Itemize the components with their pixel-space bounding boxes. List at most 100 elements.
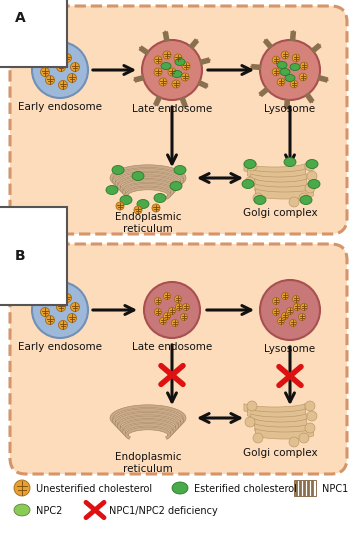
Circle shape: [182, 304, 190, 311]
Circle shape: [172, 80, 180, 88]
Ellipse shape: [161, 63, 171, 69]
Circle shape: [300, 62, 308, 70]
Text: NPC1: NPC1: [322, 484, 348, 494]
Circle shape: [272, 309, 280, 316]
Circle shape: [174, 54, 182, 62]
Circle shape: [51, 289, 60, 299]
Ellipse shape: [285, 74, 295, 81]
Ellipse shape: [172, 70, 182, 78]
Circle shape: [196, 39, 198, 41]
Circle shape: [144, 282, 200, 338]
Circle shape: [305, 401, 315, 411]
Ellipse shape: [137, 200, 149, 208]
Circle shape: [160, 317, 166, 324]
Text: B: B: [15, 249, 25, 263]
Ellipse shape: [170, 182, 182, 190]
Text: Golgi complex: Golgi complex: [243, 448, 317, 458]
Circle shape: [299, 433, 309, 443]
Circle shape: [253, 193, 263, 203]
Circle shape: [184, 106, 186, 108]
Circle shape: [62, 294, 71, 302]
Circle shape: [282, 312, 288, 320]
Text: NPC1/NPC2 deficiency: NPC1/NPC2 deficiency: [109, 506, 218, 516]
Circle shape: [155, 298, 161, 305]
Text: Golgi complex: Golgi complex: [243, 208, 317, 218]
Ellipse shape: [254, 195, 266, 205]
Circle shape: [42, 294, 51, 304]
Circle shape: [168, 68, 176, 76]
Text: Late endosome: Late endosome: [132, 104, 212, 114]
Circle shape: [155, 104, 156, 106]
Circle shape: [245, 177, 255, 187]
Ellipse shape: [308, 179, 320, 189]
Circle shape: [32, 42, 88, 98]
Polygon shape: [120, 180, 176, 195]
Circle shape: [209, 59, 211, 61]
Circle shape: [305, 423, 315, 433]
Polygon shape: [112, 409, 183, 428]
Circle shape: [290, 80, 298, 88]
Circle shape: [116, 202, 124, 210]
Circle shape: [272, 68, 280, 76]
Circle shape: [154, 56, 162, 64]
Ellipse shape: [154, 194, 166, 202]
FancyBboxPatch shape: [10, 6, 347, 234]
Circle shape: [286, 108, 288, 110]
Circle shape: [307, 171, 317, 181]
Circle shape: [70, 63, 80, 72]
Text: Unesterified cholesterol: Unesterified cholesterol: [36, 484, 152, 494]
Circle shape: [282, 293, 288, 300]
Ellipse shape: [284, 157, 296, 167]
Circle shape: [292, 295, 300, 303]
Circle shape: [247, 401, 257, 411]
Circle shape: [40, 68, 50, 76]
Circle shape: [299, 193, 309, 203]
Circle shape: [163, 51, 171, 59]
FancyBboxPatch shape: [10, 244, 347, 474]
Circle shape: [292, 30, 295, 32]
Circle shape: [164, 312, 171, 320]
Circle shape: [289, 197, 299, 207]
Circle shape: [164, 293, 171, 300]
Circle shape: [272, 298, 280, 305]
Circle shape: [305, 161, 315, 171]
Circle shape: [56, 302, 65, 311]
Ellipse shape: [174, 166, 186, 174]
Bar: [294, 480, 316, 496]
Circle shape: [181, 73, 189, 81]
Circle shape: [142, 40, 202, 100]
Circle shape: [292, 54, 300, 62]
Circle shape: [293, 304, 301, 311]
Polygon shape: [110, 165, 186, 185]
Text: Esterified cholesterol: Esterified cholesterol: [194, 484, 297, 494]
Circle shape: [260, 40, 320, 100]
Polygon shape: [122, 183, 174, 197]
Circle shape: [319, 44, 321, 46]
Ellipse shape: [120, 195, 132, 205]
Circle shape: [59, 80, 67, 90]
Circle shape: [301, 304, 307, 311]
Circle shape: [139, 47, 141, 48]
Polygon shape: [125, 187, 171, 199]
Circle shape: [32, 282, 88, 338]
Circle shape: [290, 320, 297, 327]
Circle shape: [154, 68, 162, 76]
Circle shape: [259, 94, 261, 96]
Circle shape: [62, 53, 71, 63]
Circle shape: [247, 161, 257, 171]
Circle shape: [67, 74, 76, 82]
Circle shape: [159, 78, 167, 86]
Circle shape: [305, 183, 315, 193]
Polygon shape: [115, 172, 181, 190]
Ellipse shape: [14, 504, 30, 516]
Circle shape: [182, 62, 190, 70]
Circle shape: [307, 411, 317, 421]
Ellipse shape: [112, 166, 124, 174]
Circle shape: [289, 437, 299, 447]
Circle shape: [70, 302, 80, 311]
Text: Lysosome: Lysosome: [265, 344, 316, 354]
Circle shape: [298, 314, 306, 321]
Text: Late endosome: Late endosome: [132, 342, 212, 352]
Text: Early endosome: Early endosome: [18, 102, 102, 112]
Circle shape: [327, 79, 329, 81]
